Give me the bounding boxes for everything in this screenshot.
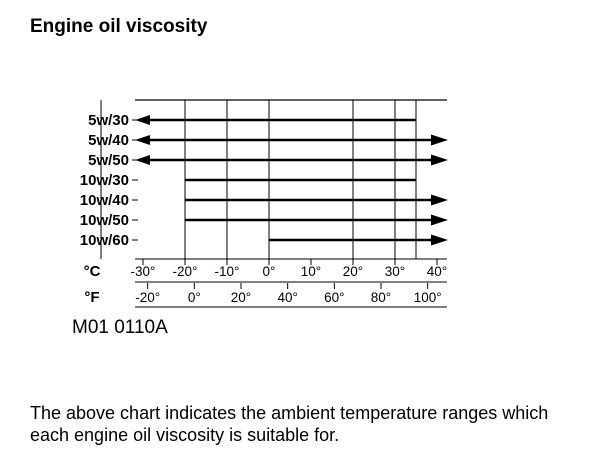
right-arrowhead [431,134,448,146]
fahrenheit-unit-label: °F [84,289,99,306]
viscosity-label: 10w/50 [80,212,129,229]
celsius-tick-label: -10° [215,264,240,279]
fahrenheit-tick-label: 0° [188,290,201,305]
celsius-tick-label: 10° [301,264,321,279]
celsius-tick-label: 20° [343,264,363,279]
caption: The above chart indicates the ambient te… [30,403,549,445]
celsius-unit-label: °C [84,263,101,280]
left-arrowhead [135,135,150,145]
fahrenheit-tick-label: 40° [277,290,297,305]
right-arrowhead [431,214,448,226]
page-title: Engine oil viscosity [30,16,208,37]
figure-code: M01 0110A [72,317,168,338]
viscosity-label: 5w/50 [88,152,129,169]
left-arrowhead [135,155,150,165]
fahrenheit-tick-label: -20° [135,290,160,305]
celsius-tick-label: 40° [427,264,447,279]
right-arrowhead [431,154,448,166]
chart-ranges [135,115,448,246]
viscosity-label: 5w/40 [88,132,129,149]
fahrenheit-tick-label: 60° [324,290,344,305]
celsius-tick-label: -30° [131,264,156,279]
left-arrowhead [135,115,150,125]
fahrenheit-tick-label: 20° [231,290,251,305]
viscosity-label: 10w/60 [80,232,129,249]
fahrenheit-tick-label: 80° [371,290,391,305]
right-arrowhead [431,234,448,246]
celsius-tick-label: 30° [385,264,405,279]
viscosity-label: 10w/30 [80,172,129,189]
celsius-tick-label: 0° [263,264,276,279]
right-arrowhead [431,194,448,206]
chart-labels: -30° -20° -10° 0° 10° 20° 30° 40° °C -20° 0° 20° 40°… [80,112,447,306]
celsius-tick-label: -20° [173,264,198,279]
fahrenheit-tick-label: 100° [414,290,442,305]
viscosity-label: 10w/40 [80,192,129,209]
viscosity-label: 5w/30 [88,112,129,129]
